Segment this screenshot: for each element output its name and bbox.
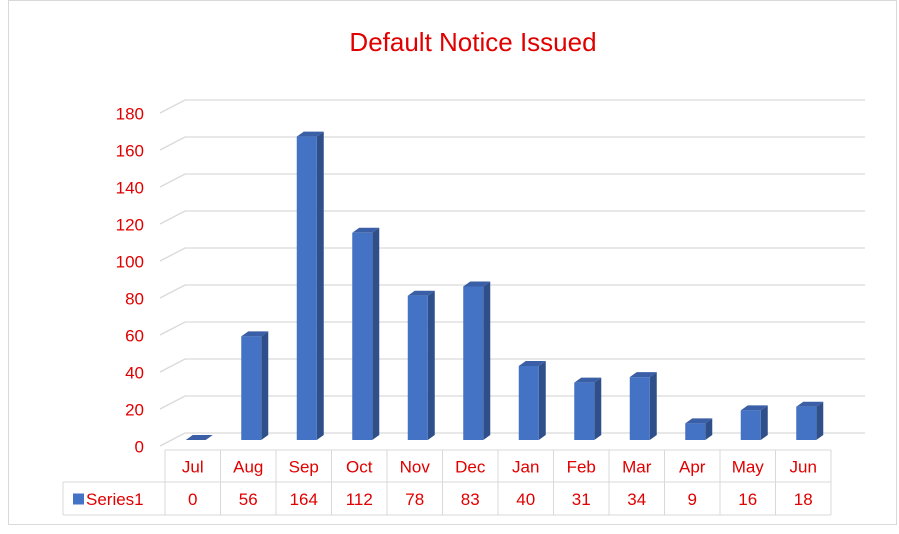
- bar-side: [594, 377, 602, 440]
- grid-line: [159, 284, 865, 299]
- bar: [407, 290, 435, 440]
- table-value: 18: [794, 490, 813, 509]
- bar-front: [574, 382, 595, 440]
- y-tick-label: 20: [125, 400, 144, 419]
- bar-side: [816, 401, 824, 440]
- table-value: 31: [572, 490, 591, 509]
- bar-side: [538, 361, 546, 440]
- bar: [185, 435, 213, 440]
- x-tick-label: Feb: [567, 457, 596, 476]
- x-tick-label: Aug: [233, 457, 263, 476]
- table-value: 56: [239, 490, 258, 509]
- bar-front: [241, 336, 262, 440]
- bar-top: [407, 290, 435, 296]
- bar-top: [296, 131, 324, 137]
- bar-side: [261, 331, 269, 440]
- bar-top: [352, 227, 380, 233]
- x-tick-label: Dec: [455, 457, 486, 476]
- bar-side: [427, 290, 435, 440]
- bar: [463, 281, 491, 440]
- bar-front: [518, 366, 539, 440]
- y-tick-label: 160: [116, 141, 144, 160]
- grid-line: [159, 321, 865, 336]
- bar-side: [760, 405, 768, 440]
- y-tick-label: 120: [116, 215, 144, 234]
- bar-top: [518, 361, 546, 366]
- x-tick-label: Oct: [346, 457, 373, 476]
- bar-front: [740, 410, 761, 440]
- bar-top: [241, 331, 269, 337]
- grid-line: [159, 136, 865, 151]
- table-value: 9: [688, 490, 697, 509]
- bar-front: [352, 232, 373, 440]
- chart-title: Default Notice Issued: [349, 27, 596, 57]
- grid-line: [159, 99, 865, 114]
- bar: [574, 377, 602, 440]
- x-tick-label: Apr: [679, 457, 706, 476]
- bar-side: [316, 131, 324, 440]
- bar-front: [629, 377, 650, 440]
- y-tick-label: 40: [125, 363, 144, 382]
- bar-front: [463, 286, 484, 440]
- bar: [685, 418, 713, 440]
- table-value: 16: [738, 490, 757, 509]
- grid-line: [159, 210, 865, 225]
- table-value: 78: [405, 490, 424, 509]
- x-tick-label: Jul: [182, 457, 204, 476]
- bar: [629, 372, 657, 440]
- y-tick-label: 80: [125, 289, 144, 308]
- bar-front: [796, 406, 817, 440]
- table-value: 112: [346, 490, 373, 509]
- bar-top: [574, 377, 602, 383]
- y-tick-label: 180: [116, 104, 144, 123]
- bar-front: [685, 423, 706, 440]
- x-tick-label: Nov: [400, 457, 431, 476]
- y-tick-label: 140: [116, 178, 144, 197]
- bar-top: [629, 372, 657, 378]
- table-value: 83: [461, 490, 480, 509]
- grid-line: [159, 173, 865, 188]
- grid-line: [159, 358, 865, 373]
- bar: [241, 331, 269, 440]
- table-value: 164: [290, 490, 318, 509]
- bar: [352, 227, 380, 440]
- bar-top: [185, 435, 213, 440]
- bar-top: [685, 418, 713, 424]
- bar-side: [649, 372, 657, 440]
- x-tick-label: Sep: [289, 457, 319, 476]
- bar-side: [483, 281, 491, 440]
- bar-top: [463, 281, 491, 287]
- bar: [518, 361, 546, 440]
- x-tick-label: May: [732, 457, 765, 476]
- y-tick-label: 60: [125, 326, 144, 345]
- x-tick-label: Jan: [512, 457, 539, 476]
- bar: [740, 405, 768, 440]
- x-tick-label: Mar: [622, 457, 652, 476]
- bar: [796, 401, 824, 440]
- y-tick-label: 100: [116, 252, 144, 271]
- bar-side: [372, 227, 380, 440]
- bar-front: [407, 295, 428, 440]
- bar-top: [796, 401, 824, 407]
- x-tick-label: Jun: [790, 457, 817, 476]
- bar-top: [740, 405, 768, 411]
- grid-line: [159, 247, 865, 262]
- bar: [296, 131, 324, 440]
- table-value: 40: [516, 490, 535, 509]
- bar-side: [705, 418, 713, 440]
- table-value: 34: [627, 490, 646, 509]
- y-tick-label: 0: [135, 437, 144, 456]
- legend-swatch: [73, 493, 84, 505]
- table-value: 0: [188, 490, 197, 509]
- bar-front: [296, 136, 317, 440]
- legend-label: Series1: [86, 490, 144, 509]
